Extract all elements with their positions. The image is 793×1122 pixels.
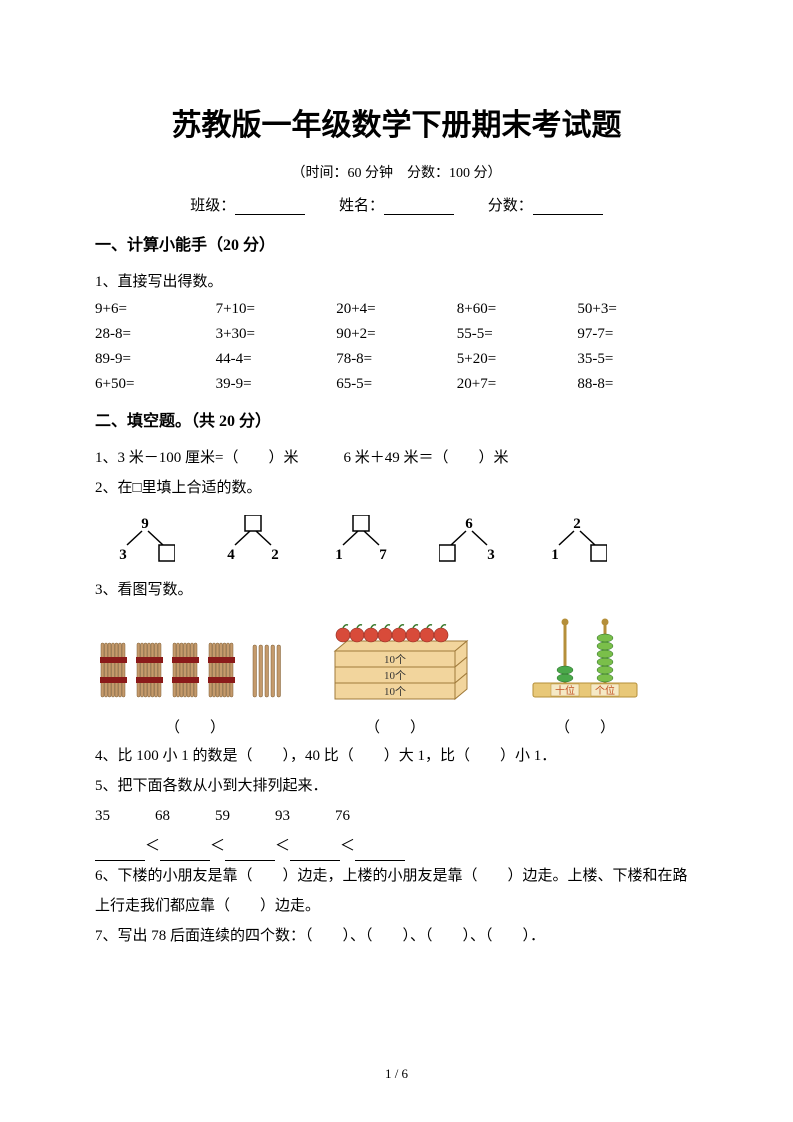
- fig-caption: （ ）: [495, 716, 675, 737]
- abacus-icon: 十位 个位: [515, 617, 655, 705]
- svg-text:10个: 10个: [384, 653, 406, 666]
- student-info-line: 班级： 姓名： 分数：: [95, 194, 698, 215]
- bundles-icon: [95, 635, 295, 705]
- s1-q1-label: 1、直接写出得数。: [95, 267, 698, 297]
- class-label: 班级：: [190, 198, 235, 214]
- number-bond: 17: [331, 515, 391, 563]
- calc-cell: 7+10=: [216, 297, 337, 322]
- score-label: 分数：: [488, 198, 533, 214]
- svg-text:1: 1: [335, 547, 343, 563]
- svg-text:4: 4: [227, 547, 235, 563]
- calc-cell: 20+7=: [457, 372, 578, 397]
- svg-text:7: 7: [379, 547, 387, 563]
- s2-q6: 6、下楼的小朋友是靠（ ）边走，上楼的小朋友是靠（ ）边走。上楼、下楼和在路上行…: [95, 861, 698, 921]
- calc-row: 89-9= 44-4= 78-8= 5+20= 35-5=: [95, 347, 698, 372]
- score-blank: [533, 201, 603, 215]
- number-bond: 2 1: [547, 515, 607, 563]
- calc-cell: 50+3=: [577, 297, 698, 322]
- svg-text:十位: 十位: [555, 684, 575, 697]
- calc-cell: 6+50=: [95, 372, 216, 397]
- number-bond: 9 3: [115, 515, 175, 563]
- s2-q4: 4、比 100 小 1 的数是（ ），40 比（ ）大 1，比（ ）小 1．: [95, 741, 698, 771]
- calc-cell: 9+6=: [95, 297, 216, 322]
- order-blank: [95, 849, 145, 861]
- fig-caption: （ ）: [295, 716, 495, 737]
- calc-cell: 44-4=: [216, 347, 337, 372]
- number-bond-row: 9 3 42 17 6 3 2 1: [115, 515, 698, 563]
- calc-cell: 28-8=: [95, 322, 216, 347]
- section-1-header: 一、计算小能手（20 分）: [95, 231, 698, 255]
- figures-row: （ ） 10个 10个 10个 （ ） 十位 个位 （ ）: [95, 617, 698, 737]
- figure-bundles: （ ）: [95, 635, 295, 737]
- name-blank: [384, 201, 454, 215]
- calc-cell: 78-8=: [336, 347, 457, 372]
- s2-q1: 1、3 米－100 厘米=（ ）米 6 米＋49 米＝（ ）米: [95, 443, 698, 473]
- calc-cell: 20+4=: [336, 297, 457, 322]
- calc-cell: 90+2=: [336, 322, 457, 347]
- svg-text:2: 2: [573, 516, 581, 532]
- calc-cell: 35-5=: [577, 347, 698, 372]
- calc-cell: 97-7=: [577, 322, 698, 347]
- s2-q5-nums: 35 68 59 93 76: [95, 801, 698, 831]
- calc-row: 9+6= 7+10= 20+4= 8+60= 50+3=: [95, 297, 698, 322]
- calc-cell: 88-8=: [577, 372, 698, 397]
- svg-text:3: 3: [487, 547, 495, 563]
- fig-caption: （ ）: [95, 716, 295, 737]
- s2-q7: 7、写出 78 后面连续的四个数：（ ）、（ ）、（ ）、（ ）．: [95, 921, 698, 951]
- page-number: 1 / 6: [0, 1066, 793, 1082]
- calc-row: 28-8= 3+30= 90+2= 55-5= 97-7=: [95, 322, 698, 347]
- calc-row: 6+50= 39-9= 65-5= 20+7= 88-8=: [95, 372, 698, 397]
- calculation-table: 9+6= 7+10= 20+4= 8+60= 50+3= 28-8= 3+30=…: [95, 297, 698, 397]
- s2-q3: 3、看图写数。: [95, 575, 698, 605]
- svg-text:10个: 10个: [384, 685, 406, 698]
- s2-q5: 5、把下面各数从小到大排列起来．: [95, 771, 698, 801]
- order-blank: [225, 849, 275, 861]
- calc-cell: 39-9=: [216, 372, 337, 397]
- page-title: 苏教版一年级数学下册期末考试题: [95, 100, 698, 144]
- calc-cell: 55-5=: [457, 322, 578, 347]
- order-blank: [355, 849, 405, 861]
- calc-cell: 5+20=: [457, 347, 578, 372]
- number-bond: 6 3: [439, 515, 499, 563]
- calc-cell: 65-5=: [336, 372, 457, 397]
- svg-text:个位: 个位: [595, 684, 615, 697]
- svg-text:9: 9: [141, 516, 149, 532]
- calc-cell: 89-9=: [95, 347, 216, 372]
- calc-cell: 3+30=: [216, 322, 337, 347]
- svg-text:3: 3: [119, 547, 127, 563]
- class-blank: [235, 201, 305, 215]
- svg-text:2: 2: [271, 547, 279, 563]
- calc-cell: 8+60=: [457, 297, 578, 322]
- svg-text:10个: 10个: [384, 669, 406, 682]
- svg-text:1: 1: [551, 547, 559, 563]
- number-bond: 42: [223, 515, 283, 563]
- svg-text:6: 6: [465, 516, 473, 532]
- s2-q5-ordering: ＜＜＜＜: [95, 831, 698, 861]
- exam-subtitle: （时间：60 分钟 分数：100 分）: [95, 162, 698, 182]
- figure-abacus: 十位 个位 （ ）: [495, 617, 675, 737]
- s2-q2: 2、在□里填上合适的数。: [95, 473, 698, 503]
- name-label: 姓名：: [339, 198, 384, 214]
- figure-apples: 10个 10个 10个 （ ）: [295, 617, 495, 737]
- order-blank: [160, 849, 210, 861]
- apples-box-icon: 10个 10个 10个: [315, 617, 475, 705]
- order-blank: [290, 849, 340, 861]
- section-2-header: 二、填空题。（共 20 分）: [95, 407, 698, 431]
